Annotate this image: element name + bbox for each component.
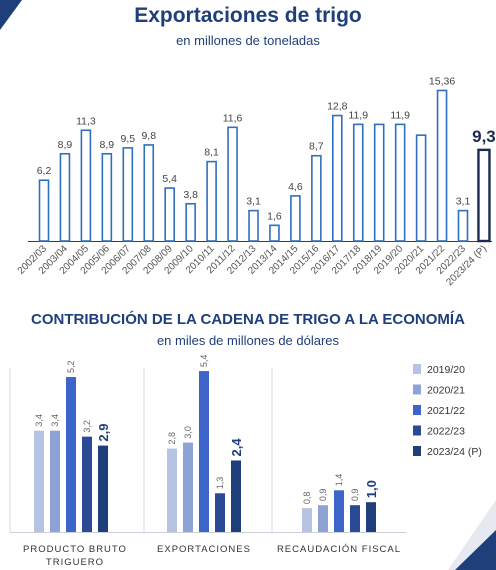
value-label: 2,9 <box>96 424 111 442</box>
value-label: 3,0 <box>183 426 193 439</box>
bar-201718 <box>352 123 364 242</box>
value-label: 3,1 <box>246 196 261 208</box>
chart2-subtitle: en miles de millones de dólares <box>156 333 340 348</box>
bar-200203 <box>38 179 50 242</box>
value-label: 9,8 <box>141 130 156 142</box>
value-label: 5,2 <box>66 361 76 374</box>
bar-202324P <box>477 148 491 243</box>
bar-200304 <box>59 152 71 242</box>
bar-201112 <box>227 126 238 242</box>
value-label: 3,4 <box>50 414 60 427</box>
legend-label: 2023/24 (P) <box>427 446 482 458</box>
bar-201314 <box>269 224 280 242</box>
group-label: TRIGUERO <box>46 557 104 568</box>
value-label: 3,1 <box>456 196 471 208</box>
value-label: 9,5 <box>120 133 135 145</box>
bar-200708 <box>143 144 155 242</box>
value-label: 15,36 <box>429 75 455 87</box>
bar-200607 <box>122 147 134 242</box>
legend-swatch <box>413 384 421 395</box>
bar-202021 <box>415 134 427 242</box>
bar-201920 <box>167 448 177 532</box>
value-label: 6,2 <box>37 165 52 177</box>
group-label: RECAUDACIÓN FISCAL <box>277 544 401 555</box>
value-label: 8,1 <box>204 147 219 159</box>
value-label: 4,6 <box>288 181 303 193</box>
value-label: 11,3 <box>76 115 96 127</box>
legend-label: 2019/20 <box>427 364 465 376</box>
value-label: 0,9 <box>318 489 328 502</box>
value-label: 11,9 <box>390 109 410 121</box>
legend-swatch <box>413 425 421 436</box>
bar-202324P <box>231 460 241 532</box>
bar-201920 <box>34 430 44 532</box>
group-label: EXPORTACIONES <box>157 544 251 555</box>
bar-201617 <box>331 114 343 242</box>
legend-label: 2020/21 <box>427 385 465 397</box>
value-label: 3,8 <box>183 189 198 201</box>
bar-202021 <box>50 430 60 532</box>
bar-200405 <box>80 129 92 242</box>
group-label: PRODUCTO BRUTO <box>23 544 127 555</box>
value-label: 8,7 <box>309 141 324 153</box>
value-label: 5,4 <box>199 355 209 368</box>
bar-202223 <box>350 505 360 532</box>
chart1-subtitle: en millones de toneladas <box>176 33 320 48</box>
bar-201819 <box>373 123 385 242</box>
bar-202223 <box>215 493 225 532</box>
bar-202324P <box>98 445 108 532</box>
value-label: 3,4 <box>34 414 44 427</box>
bar-202122 <box>66 377 76 532</box>
bar-200910 <box>185 202 196 242</box>
value-label: 0,9 <box>350 489 360 502</box>
chart2-title: CONTRIBUCIÓN DE LA CADENA DE TRIGO A LA … <box>31 311 465 328</box>
value-label: 1,6 <box>267 210 282 222</box>
bar-201415 <box>290 195 301 242</box>
value-label: 11,6 <box>223 112 243 124</box>
legend-swatch <box>413 405 421 415</box>
value-label: 2,4 <box>229 438 244 457</box>
value-label: 11,9 <box>348 109 368 121</box>
bar-201213 <box>248 209 259 242</box>
value-label: 8,9 <box>58 139 73 151</box>
value-label: 8,9 <box>100 139 115 151</box>
value-label: 12,8 <box>327 101 348 113</box>
bar-202122 <box>334 490 344 532</box>
bar-201920 <box>302 508 312 532</box>
bar-200506 <box>101 152 113 242</box>
value-label: 1,3 <box>215 477 225 490</box>
bar-202324P <box>366 502 376 532</box>
bar-202122 <box>436 89 448 242</box>
bar-202223 <box>457 209 469 242</box>
legend-swatch <box>413 446 421 456</box>
bar-202021 <box>183 442 193 532</box>
exports-chart: 6,22002/038,92003/0411,32004/058,92005/0… <box>16 75 496 288</box>
bar-201011 <box>206 160 217 242</box>
bar-202223 <box>82 436 92 532</box>
value-label: 9,3 <box>472 127 496 146</box>
value-label: 3,2 <box>82 420 92 433</box>
legend-label: 2021/22 <box>427 405 465 417</box>
legend-swatch <box>413 364 421 374</box>
value-label: 5,4 <box>162 173 177 185</box>
value-label: 1,0 <box>364 480 379 498</box>
bar-200809 <box>164 187 175 242</box>
bar-202021 <box>318 505 328 532</box>
bar-201920 <box>394 123 406 242</box>
bar-201516 <box>311 154 322 242</box>
chart1-title: Exportaciones de trigo <box>134 4 362 27</box>
value-label: 1,4 <box>334 474 344 487</box>
value-label: 2,8 <box>167 432 177 445</box>
bar-202122 <box>199 371 209 532</box>
legend-label: 2022/23 <box>427 426 465 438</box>
value-label: 0,8 <box>302 492 312 505</box>
